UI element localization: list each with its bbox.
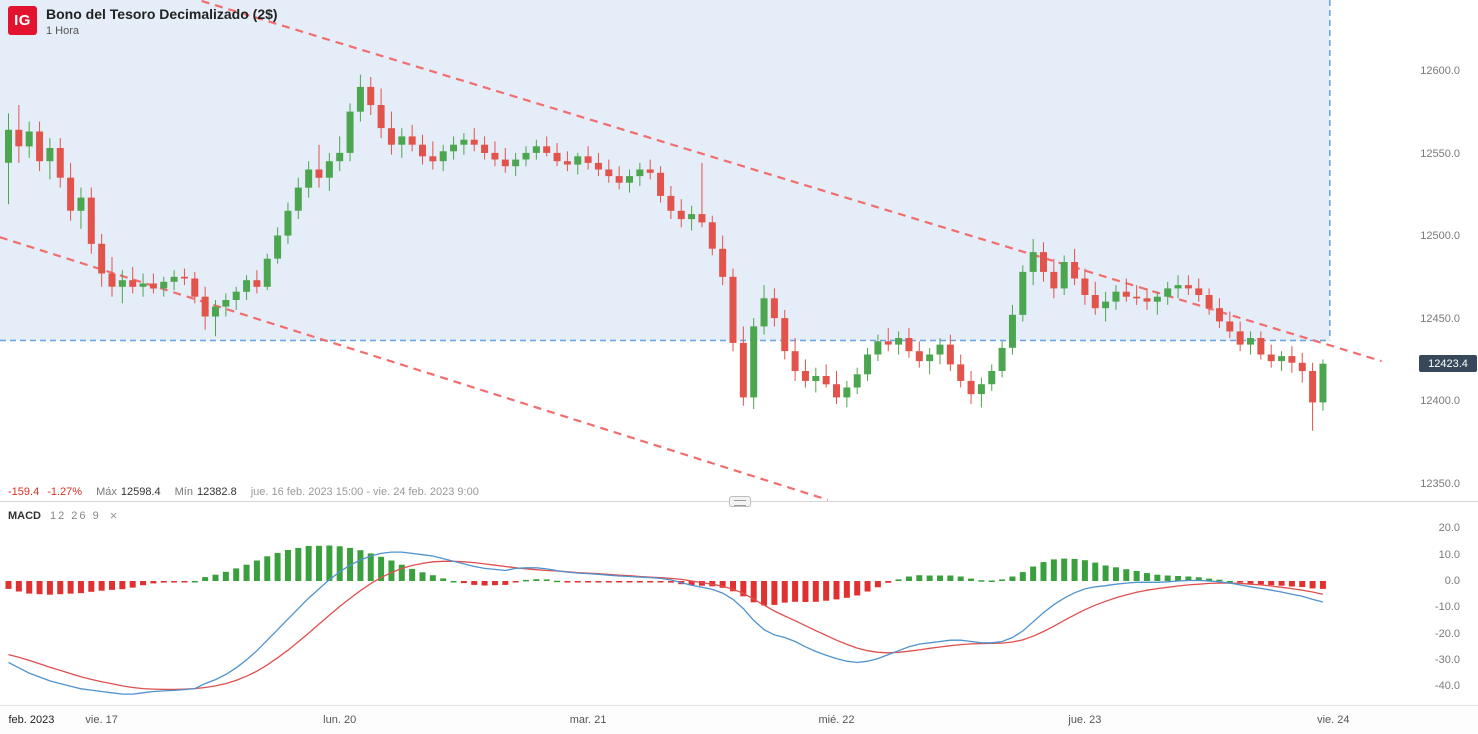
status-bar: -159.4 -1.27% Máx 12598.4 Mín 12382.8 jue.… (8, 486, 479, 498)
last-price-badge: 12423.4 (1419, 355, 1477, 373)
max-value: Máx 12598.4 (96, 486, 161, 498)
price-axis-label: 12350.0 (1420, 478, 1460, 490)
price-axis-label: 12400.0 (1420, 395, 1460, 408)
visible-date-range: jue. 16 feb. 2023 15:00 - vie. 24 feb. 2… (250, 486, 479, 498)
time-axis-label: mar. 21 (569, 714, 607, 726)
macd-axis-label: 10.0 (1438, 548, 1460, 561)
time-axis-label: jue. 23 (1068, 714, 1102, 726)
instrument-title: Bono del Tesoro Decimalizado (2$) (46, 6, 278, 22)
macd-axis-label: -10.0 (1434, 601, 1460, 614)
price-axis-label: 12550.0 (1420, 147, 1460, 160)
macd-header: MACD 12 26 9 × (8, 508, 118, 523)
pane-divider[interactable] (0, 496, 1478, 507)
price-axis[interactable]: 12600.0 12550.0 12500.0 12450.0 12400.0 12350… (1390, 0, 1460, 501)
price-axis-label: 12500.0 (1420, 230, 1460, 243)
time-axis-label: vie. 24 (1317, 714, 1350, 726)
price-axis-label: 12600.0 (1420, 65, 1460, 77)
macd-label: MACD (8, 510, 41, 522)
close-icon[interactable]: × (109, 508, 118, 523)
macd-axis-label: -30.0 (1434, 653, 1460, 666)
chart-header: IG Bono del Tesoro Decimalizado (2$) 1 H… (8, 6, 278, 37)
macd-axis-label: -20.0 (1434, 627, 1460, 640)
price-axis-label: 12450.0 (1420, 312, 1460, 325)
macd-pane: MACD 12 26 9 × 20.0 10.0 0.0 -10.0 -20.0 -30.… (0, 502, 1478, 705)
macd-axis-label: 20.0 (1438, 522, 1460, 535)
macd-axis-label: 0.0 (1444, 575, 1460, 587)
pane-resize-handle[interactable] (729, 496, 751, 507)
min-value: Mín 12382.8 (174, 486, 237, 498)
change-value: -159.4 (8, 486, 40, 498)
candlestick-chart[interactable] (0, 0, 1478, 501)
time-axis-label: mié. 22 (818, 714, 855, 726)
time-axis[interactable]: feb. 2023 vie. 17 lun. 20 mar. 21 mié. 22 jue… (0, 705, 1478, 734)
ig-logo[interactable]: IG (8, 6, 37, 35)
price-pane: IG Bono del Tesoro Decimalizado (2$) 1 H… (0, 0, 1478, 501)
macd-chart[interactable] (0, 502, 1478, 705)
time-axis-label: lun. 20 (323, 714, 357, 726)
timeframe-label: 1 Hora (46, 25, 80, 37)
macd-params: 12 26 9 (50, 510, 101, 522)
macd-axis: 20.0 10.0 0.0 -10.0 -20.0 -30.0 -40.0 (1390, 502, 1460, 705)
time-axis-label: vie. 17 (85, 714, 118, 726)
time-axis-label: feb. 2023 (8, 714, 55, 726)
change-percent: -1.27% (47, 486, 83, 498)
macd-axis-label: -40.0 (1434, 680, 1460, 693)
